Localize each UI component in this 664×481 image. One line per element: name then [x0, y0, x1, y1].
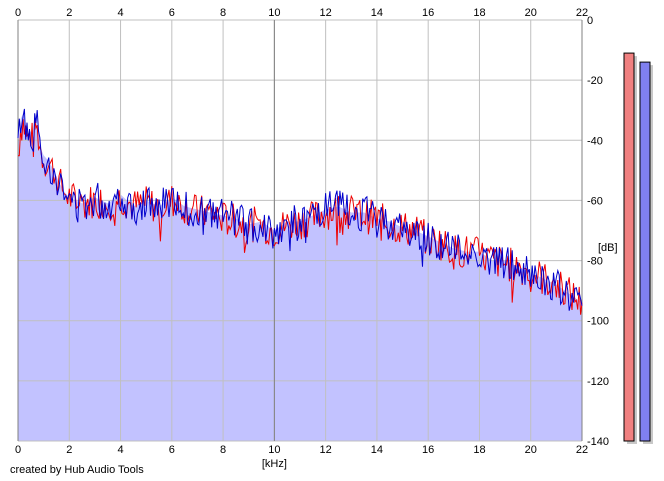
series-line-channel-1	[18, 117, 583, 315]
x-tick-label-bottom: 2	[66, 444, 72, 456]
x-tick-label-bottom: 0	[15, 444, 21, 456]
x-tick-label-top: 14	[371, 7, 383, 19]
x-tick-label-bottom: 10	[268, 444, 280, 456]
y-tick-labels: 0 -20 -40 -60 -80 -100 -120 -140	[587, 15, 609, 448]
spectrum-fill	[18, 113, 582, 441]
level-meters	[623, 52, 653, 444]
x-tick-label-top: 8	[220, 7, 226, 19]
y-axis-unit-label: [dB]	[598, 242, 618, 254]
level-meter-channel-1	[623, 52, 635, 442]
x-tick-label-top: 6	[169, 7, 175, 19]
y-tick-label: -80	[587, 256, 603, 268]
x-axis-unit-label: [kHz]	[262, 458, 287, 470]
x-tick-label-top: 4	[117, 7, 123, 19]
x-tick-labels-top: 0 2 4 6 8 10 12 14 16 18 20 22	[15, 7, 588, 19]
y-tick-label: -60	[587, 195, 603, 207]
x-tick-label-bottom: 18	[473, 444, 485, 456]
x-tick-label-bottom: 6	[169, 444, 175, 456]
x-tick-label-bottom: 12	[320, 444, 332, 456]
x-tick-label-top: 0	[15, 7, 21, 19]
x-tick-label-top: 22	[576, 7, 588, 19]
x-tick-label-top: 18	[473, 7, 485, 19]
level-meter-channel-2	[639, 61, 651, 442]
y-tick-label: -100	[587, 316, 609, 328]
x-tick-label-bottom: 16	[422, 444, 434, 456]
x-tick-label-bottom: 22	[576, 444, 588, 456]
x-tick-label-top: 2	[66, 7, 72, 19]
x-tick-label-top: 16	[422, 7, 434, 19]
credit-text: created by Hub Audio Tools	[10, 464, 144, 476]
x-tick-labels-bottom: 0 2 4 6 8 10 12 14 16 18 20 22	[15, 444, 588, 456]
x-tick-label-bottom: 8	[220, 444, 226, 456]
x-tick-label-bottom: 20	[525, 444, 537, 456]
y-tick-label: 0	[587, 15, 593, 27]
series-line-channel-2	[17, 108, 583, 311]
x-tick-label-bottom: 4	[117, 444, 123, 456]
y-tick-label: -40	[587, 135, 603, 147]
y-tick-label: -20	[587, 75, 603, 87]
spectrum-series	[17, 108, 583, 315]
x-tick-label-bottom: 14	[371, 444, 383, 456]
x-tick-label-top: 12	[320, 7, 332, 19]
y-tick-label: -140	[587, 436, 609, 448]
x-tick-label-top: 20	[525, 7, 537, 19]
y-tick-label: -120	[587, 376, 609, 388]
spectrum-fill-area	[18, 113, 582, 441]
x-tick-label-top: 10	[268, 7, 280, 19]
